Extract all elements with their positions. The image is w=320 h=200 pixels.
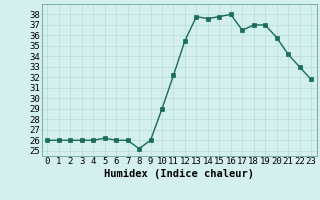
X-axis label: Humidex (Indice chaleur): Humidex (Indice chaleur) [104,169,254,179]
